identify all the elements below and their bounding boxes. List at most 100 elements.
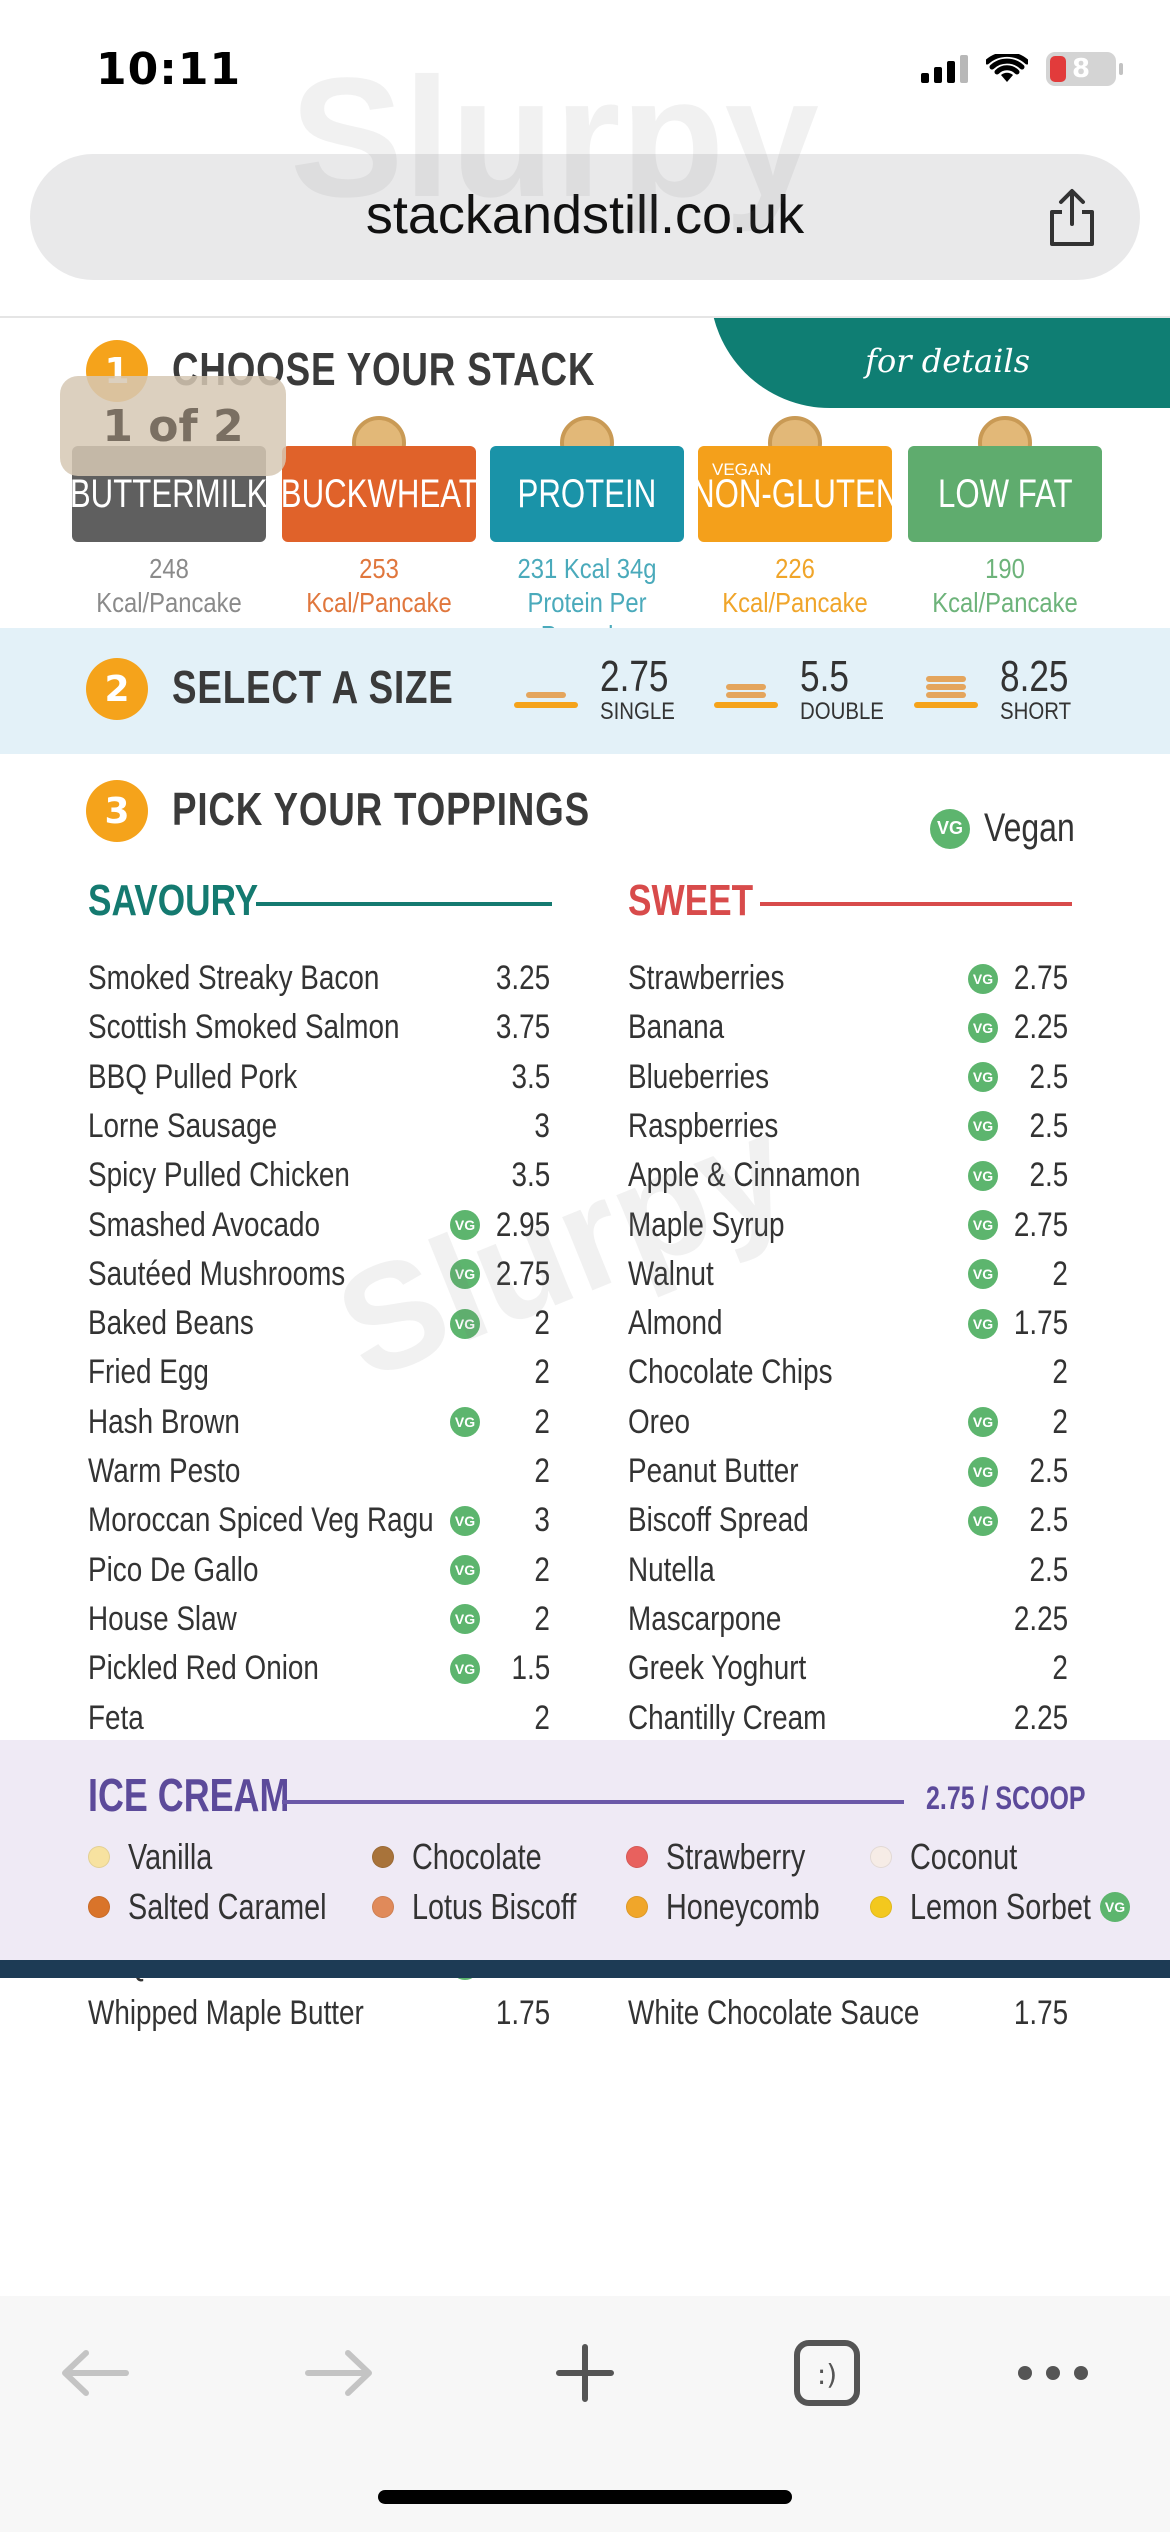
sweet-topping-row[interactable]: Mascarpone 2.25 — [628, 1595, 1068, 1644]
vegan-icon: VG — [968, 1012, 998, 1043]
topping-price: 2.75 — [1013, 959, 1068, 997]
topping-price: 2.5 — [1029, 1501, 1068, 1540]
more-button[interactable] — [1008, 2328, 1098, 2418]
size-option-2[interactable]: 8.25 SHORT — [1000, 652, 1086, 726]
vegan-icon: VG — [968, 1259, 998, 1290]
vegan-key: VG Vegan — [930, 806, 1097, 851]
sweet-topping-row[interactable]: Strawberries VG 2.75 — [628, 954, 1068, 1003]
savoury-topping-row[interactable]: Pico De Gallo VG 2 — [88, 1546, 550, 1595]
vegan-icon: VG — [968, 1160, 998, 1191]
ice-cream-flavour[interactable]: Lotus Biscoff — [372, 1886, 617, 1928]
savoury-topping-row[interactable]: BBQ Pulled Pork 3.5 — [88, 1053, 550, 1102]
topping-name: Feta — [88, 1698, 144, 1737]
topping-name: BBQ Pulled Pork — [88, 1057, 298, 1096]
sweet-topping-row[interactable]: Nutella 2.5 — [628, 1546, 1068, 1595]
stack-label: PROTEIN — [517, 471, 657, 516]
stack-option-1[interactable]: BUCKWHEAT — [280, 446, 478, 542]
vegan-icon: VG — [968, 1111, 998, 1142]
savoury-topping-row[interactable]: Baked Beans VG 2 — [88, 1299, 550, 1348]
sweet-topping-row[interactable]: Biscoff Spread VG 2.5 — [628, 1496, 1068, 1545]
address-bar[interactable]: stackandstill.co.uk — [30, 154, 1140, 280]
sweet-topping-row[interactable]: Peanut Butter VG 2.5 — [628, 1447, 1068, 1496]
topping-price: 1.5 — [511, 1649, 550, 1688]
sweet-topping-row[interactable]: Chocolate Chips 2 — [628, 1348, 1068, 1397]
savoury-topping-row[interactable]: Fried Egg 2 — [88, 1348, 550, 1397]
topping-name: Scottish Smoked Salmon — [88, 1008, 400, 1047]
topping-name: House Slaw — [88, 1599, 237, 1638]
ice-cream-flavour[interactable]: Vanilla — [88, 1836, 233, 1878]
sweet-topping-row[interactable]: Almond VG 1.75 — [628, 1299, 1068, 1348]
status-icons: 8 — [921, 52, 1123, 86]
sweet-topping-row[interactable]: Raspberries VG 2.5 — [628, 1102, 1068, 1151]
ice-cream-flavour[interactable]: Strawberry — [626, 1836, 840, 1878]
size-band — [0, 628, 1170, 754]
share-icon[interactable] — [1044, 188, 1100, 248]
sweet-topping-row[interactable]: Oreo VG 2 — [628, 1398, 1068, 1447]
topping-price: 2.75 — [495, 1254, 550, 1293]
flavour-name: Chocolate — [412, 1836, 542, 1877]
sweet-topping-row[interactable]: Blueberries VG 2.5 — [628, 1053, 1068, 1102]
savoury-topping-row[interactable]: Sautéed Mushrooms VG 2.75 — [88, 1250, 550, 1299]
savoury-topping-row[interactable]: Smashed Avocado VG 2.95 — [88, 1201, 550, 1250]
step-3-number: 3 — [86, 780, 148, 842]
savoury-topping-row[interactable]: Spicy Pulled Chicken 3.5 — [88, 1151, 550, 1200]
topping-price: 2 — [534, 1698, 550, 1737]
savoury-topping-row[interactable]: Warm Pesto 2 — [88, 1447, 550, 1496]
vegan-key-label: Vegan — [984, 806, 1075, 850]
stack-option-4[interactable]: LOW FAT — [908, 446, 1102, 542]
sweet-topping-row[interactable]: Banana VG 2.25 — [628, 1003, 1068, 1052]
tabs-button[interactable]: :) — [782, 2328, 872, 2418]
sweet-topping-row[interactable]: Walnut VG 2 — [628, 1250, 1068, 1299]
topping-price: 2.25 — [1013, 1008, 1068, 1047]
sweet-topping-row[interactable]: Chantilly Cream 2.25 — [628, 1694, 1068, 1743]
savoury-topping-row[interactable]: Moroccan Spiced Veg Ragu VG 3 — [88, 1496, 550, 1545]
sweet-topping-row[interactable]: Greek Yoghurt 2 — [628, 1644, 1068, 1693]
topping-name: Strawberries — [628, 959, 785, 997]
step-3-title: PICK YOUR TOPPINGS — [172, 783, 590, 835]
size-name: SHORT — [1000, 698, 1072, 725]
sweet-topping-row[interactable]: White Chocolate Sauce 1.75 — [628, 1989, 1068, 2038]
topping-name: Smoked Streaky Bacon — [88, 959, 380, 997]
sweet-topping-row[interactable]: Apple & Cinnamon VG 2.5 — [628, 1151, 1068, 1200]
step-2-title: SELECT A SIZE — [172, 661, 454, 713]
vegan-icon: VG — [968, 963, 998, 994]
topping-price: 2 — [534, 1402, 550, 1441]
ice-cream-flavour[interactable]: Chocolate — [372, 1836, 574, 1878]
stack-option-2[interactable]: PROTEIN — [490, 446, 684, 542]
size-option-0[interactable]: 2.75 SINGLE — [600, 652, 688, 726]
savoury-topping-row[interactable]: House Slaw VG 2 — [88, 1595, 550, 1644]
new-tab-button[interactable] — [540, 2328, 630, 2418]
details-banner[interactable]: for details — [710, 318, 1170, 408]
forward-button[interactable] — [294, 2328, 384, 2418]
flavour-color-dot — [870, 1846, 892, 1868]
topping-name: Moroccan Spiced Veg Ragu — [88, 1501, 434, 1540]
size-option-1[interactable]: 5.5 DOUBLE — [800, 652, 899, 726]
topping-price: 2 — [534, 1353, 550, 1392]
flavour-color-dot — [372, 1846, 394, 1868]
savoury-topping-row[interactable]: Hash Brown VG 2 — [88, 1398, 550, 1447]
savoury-topping-row[interactable]: Feta 2 — [88, 1694, 550, 1743]
savoury-topping-row[interactable]: Lorne Sausage 3 — [88, 1102, 550, 1151]
vegan-icon: VG — [968, 1062, 998, 1093]
savoury-topping-row[interactable]: Pickled Red Onion VG 1.5 — [88, 1644, 550, 1693]
topping-name: Pickled Red Onion — [88, 1649, 319, 1688]
back-button[interactable] — [50, 2328, 140, 2418]
savoury-topping-row[interactable]: Scottish Smoked Salmon 3.75 — [88, 1003, 550, 1052]
flavour-name: Lemon Sorbet — [910, 1886, 1091, 1927]
back-icon — [62, 2350, 129, 2396]
ice-cream-flavour[interactable]: Honeycomb — [626, 1886, 858, 1928]
stack-option-3[interactable]: VEGAN NON-GLUTEN — [692, 446, 898, 542]
flavour-color-dot — [88, 1846, 110, 1868]
vegan-tag: VEGAN — [712, 460, 772, 479]
savoury-topping-row[interactable]: Whipped Maple Butter 1.75 — [88, 1989, 550, 2038]
topping-name: Apple & Cinnamon — [628, 1156, 861, 1195]
sweet-topping-row[interactable]: Maple Syrup VG 2.75 — [628, 1201, 1068, 1250]
topping-name: Peanut Butter — [628, 1452, 799, 1490]
ice-cream-flavour[interactable]: Coconut — [870, 1836, 1044, 1878]
ice-cream-flavour[interactable]: Salted Caramel — [88, 1886, 376, 1928]
ice-cream-flavour[interactable]: Lemon Sorbet VG — [870, 1886, 1136, 1928]
topping-name: Chantilly Cream — [628, 1698, 827, 1737]
topping-name: Whipped Maple Butter — [88, 1994, 364, 2033]
savoury-topping-row[interactable]: Smoked Streaky Bacon 3.25 — [88, 954, 550, 1003]
stack-label: BUCKWHEAT — [280, 471, 478, 516]
